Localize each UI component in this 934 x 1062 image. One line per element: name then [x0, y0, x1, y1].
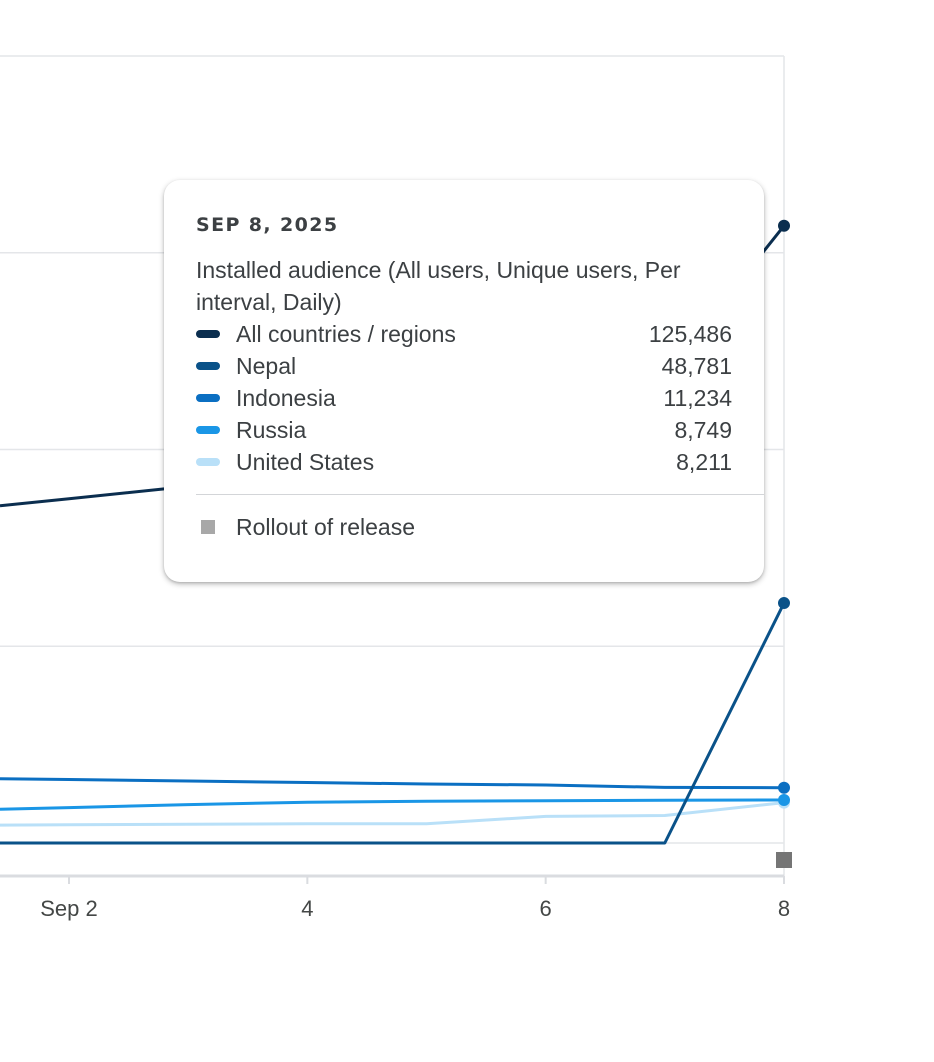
tooltip-date: SEP 8, 2025 — [196, 214, 339, 236]
series-end-point — [778, 781, 791, 794]
tooltip-series-name: Nepal — [236, 352, 297, 379]
x-tick-label: Sep 2 — [40, 896, 98, 921]
series-line — [0, 798, 785, 811]
series-end-point — [778, 219, 791, 232]
legend-line-swatch — [196, 330, 220, 338]
tooltip-row: All countries / regions 125,486 — [196, 318, 732, 350]
rollout-marker — [776, 852, 793, 868]
x-tick-label: 4 — [301, 896, 313, 921]
tooltip-row: United States 8,211 — [196, 446, 732, 478]
tooltip-row: Russia 8,749 — [196, 414, 732, 446]
tooltip-rollout-row: Rollout of release — [196, 511, 732, 543]
tooltip-description: Installed audience (All users, Unique us… — [196, 257, 681, 315]
tooltip-row: Indonesia 11,234 — [196, 382, 732, 414]
chart-tooltip: SEP 8, 2025 Installed audience (All user… — [164, 180, 764, 582]
tooltip-series-name: Indonesia — [236, 384, 336, 411]
series-line — [0, 777, 785, 790]
series-line — [0, 602, 786, 845]
series-line — [0, 801, 785, 827]
tooltip-series-value: 125,486 — [648, 320, 732, 347]
x-tick-label: 8 — [778, 896, 790, 921]
tooltip-divider — [196, 494, 764, 495]
tooltip-series-name: All countries / regions — [236, 320, 456, 347]
rollout-square-icon — [201, 520, 215, 534]
tooltip-series-value: 48,781 — [661, 352, 732, 379]
tooltip-series-value: 11,234 — [663, 384, 732, 411]
legend-line-swatch — [196, 426, 220, 434]
tooltip-series-value: 8,749 — [674, 416, 732, 443]
series-end-point — [778, 793, 791, 806]
tooltip-row: Nepal 48,781 — [196, 350, 732, 382]
tooltip-series-value: 8,211 — [676, 448, 732, 475]
legend-line-swatch — [196, 362, 220, 370]
series-end-point — [778, 597, 791, 610]
x-tick-label: 6 — [540, 896, 552, 921]
legend-line-swatch — [196, 394, 220, 402]
legend-line-swatch — [196, 458, 220, 466]
tooltip-series-name: United States — [236, 448, 375, 475]
tooltip-series-name: Russia — [236, 416, 307, 443]
tooltip-rollout-label: Rollout of release — [236, 513, 415, 540]
